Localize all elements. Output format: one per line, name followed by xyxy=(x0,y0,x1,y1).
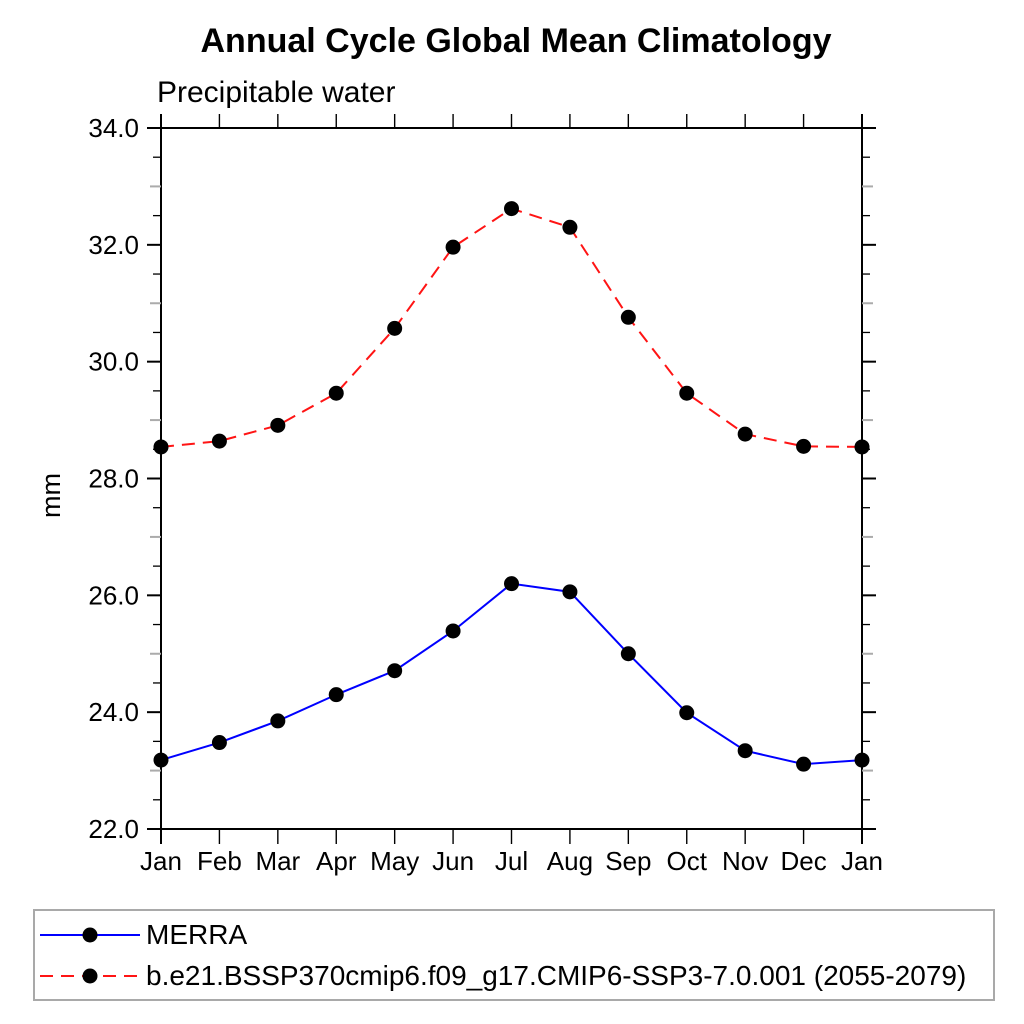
data-point-merra xyxy=(796,756,812,772)
data-point-model xyxy=(796,438,812,454)
data-point-merra xyxy=(211,735,227,751)
plot-frame xyxy=(160,127,863,830)
data-point-model xyxy=(387,320,403,336)
data-point-model xyxy=(679,385,695,401)
data-point-merra xyxy=(854,752,870,768)
legend-box: MERRA b.e21.BSSP370cmip6.f09_g17.CMIP6-S… xyxy=(33,909,995,1001)
series-line-model xyxy=(160,207,863,448)
data-point-model xyxy=(504,201,519,217)
data-point-merra xyxy=(270,713,286,729)
data-point-merra xyxy=(737,743,753,759)
legend-swatch-model-line-icon xyxy=(40,968,140,983)
x-axis-tick-label: Jan xyxy=(140,846,182,876)
x-axis-tick-label: Oct xyxy=(667,846,708,876)
data-point-model xyxy=(153,439,169,455)
data-point-model xyxy=(211,433,227,449)
data-point-merra xyxy=(679,705,695,721)
legend-label-model: b.e21.BSSP370cmip6.f09_g17.CMIP6-SSP3-7.… xyxy=(146,959,967,991)
x-axis-tick-label: Aug xyxy=(547,846,593,876)
x-axis-tick-label: Sep xyxy=(605,846,651,876)
x-axis-tick-label: May xyxy=(370,846,419,876)
series-line-merra xyxy=(160,582,863,766)
x-axis-tick-label: Jun xyxy=(432,846,474,876)
y-axis-tick-label: 28.0 xyxy=(88,464,139,494)
chart-subtitle: Precipitable water xyxy=(157,76,396,109)
data-point-merra xyxy=(562,584,578,600)
data-point-merra xyxy=(328,687,344,703)
legend-row-model: b.e21.BSSP370cmip6.f09_g17.CMIP6-SSP3-7.… xyxy=(35,956,993,996)
x-axis-tick-label: Mar xyxy=(255,846,300,876)
data-point-merra xyxy=(153,752,169,768)
y-axis-tick-label: 22.0 xyxy=(88,814,139,844)
x-axis-tick-label: Dec xyxy=(780,846,826,876)
x-axis-tick-label: Jul xyxy=(495,846,528,876)
legend-label-merra: MERRA xyxy=(146,918,248,950)
legend-swatch-merra-line-icon xyxy=(40,927,140,942)
data-point-model xyxy=(620,309,636,325)
chart-title: Annual Cycle Global Mean Climatology xyxy=(200,22,832,60)
data-point-model xyxy=(445,239,461,255)
data-point-merra xyxy=(620,646,636,662)
y-axis-tick-label: 32.0 xyxy=(88,230,139,260)
y-axis-tick-label: 34.0 xyxy=(88,113,139,143)
data-point-model xyxy=(737,426,753,442)
x-axis-tick-label: Feb xyxy=(197,846,242,876)
y-axis-tick-label: 24.0 xyxy=(88,697,139,727)
x-axis-tick-label: Apr xyxy=(316,846,357,876)
data-point-model xyxy=(562,219,578,235)
x-axis-tick-label: Jan xyxy=(841,846,883,876)
data-point-model xyxy=(328,385,344,401)
data-point-model xyxy=(270,417,286,433)
data-point-merra xyxy=(387,663,403,679)
y-axis-tick-label: 26.0 xyxy=(88,580,139,610)
y-axis-tick-label: 30.0 xyxy=(88,347,139,377)
data-point-merra xyxy=(504,576,519,592)
legend-row-merra: MERRA xyxy=(35,915,993,955)
data-point-merra xyxy=(445,623,461,639)
data-point-model xyxy=(854,439,870,455)
x-axis-tick-label: Nov xyxy=(722,846,768,876)
